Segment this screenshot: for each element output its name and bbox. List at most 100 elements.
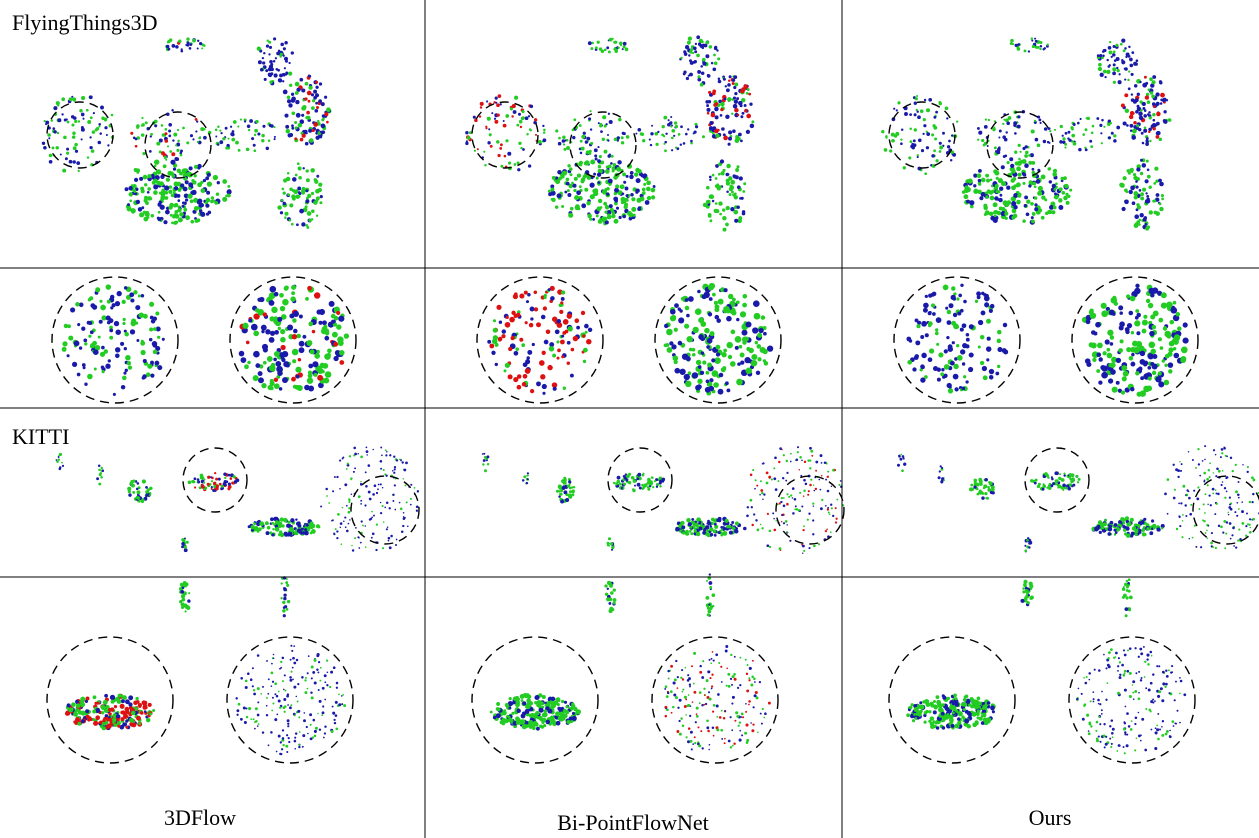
point <box>149 713 152 716</box>
point <box>81 138 83 140</box>
point <box>518 142 521 145</box>
point <box>143 175 148 180</box>
point <box>1073 142 1077 146</box>
point <box>812 502 814 504</box>
point <box>626 194 629 197</box>
point <box>604 584 607 587</box>
point <box>150 135 152 137</box>
point <box>720 102 725 107</box>
point <box>1099 54 1102 57</box>
point <box>62 169 66 173</box>
point <box>734 219 738 223</box>
point <box>767 345 773 351</box>
point <box>253 522 256 525</box>
point <box>690 532 693 535</box>
point <box>215 129 218 132</box>
point <box>117 725 120 728</box>
point <box>305 297 309 301</box>
point <box>720 526 723 529</box>
point <box>321 123 326 128</box>
point <box>201 485 205 489</box>
point <box>711 685 713 687</box>
point <box>90 345 93 348</box>
point <box>570 207 574 211</box>
point <box>292 349 299 356</box>
point <box>757 731 759 733</box>
point <box>526 300 529 303</box>
point <box>331 314 336 319</box>
point <box>637 473 641 477</box>
point <box>563 477 566 480</box>
point <box>262 125 265 128</box>
point <box>542 384 547 389</box>
point <box>157 336 160 339</box>
point <box>1077 122 1080 125</box>
point <box>365 525 367 527</box>
point <box>1036 179 1041 184</box>
point <box>184 548 188 552</box>
point <box>558 486 561 489</box>
point <box>786 460 788 462</box>
point <box>319 728 321 730</box>
point <box>78 170 80 172</box>
point <box>270 331 275 336</box>
point <box>287 99 291 103</box>
point <box>1108 136 1111 139</box>
point <box>982 366 987 371</box>
point <box>341 703 343 705</box>
point <box>268 139 271 142</box>
point <box>262 731 264 733</box>
point <box>565 710 569 714</box>
point <box>131 711 136 716</box>
point <box>1155 92 1159 96</box>
point <box>733 673 736 676</box>
point <box>392 500 394 502</box>
point <box>261 139 264 142</box>
point <box>494 118 496 120</box>
point <box>280 753 282 755</box>
point <box>994 214 997 217</box>
point <box>376 523 378 525</box>
point <box>284 705 287 708</box>
point <box>700 65 703 68</box>
point <box>607 588 609 590</box>
point <box>702 294 707 299</box>
point <box>918 138 922 142</box>
point <box>998 136 1000 138</box>
point <box>731 521 734 524</box>
point <box>1016 182 1021 187</box>
point <box>1180 357 1186 363</box>
point <box>762 499 764 501</box>
point <box>731 113 733 115</box>
point <box>732 696 735 699</box>
point <box>699 665 701 667</box>
point <box>301 527 304 530</box>
point <box>734 656 736 658</box>
point <box>729 75 732 78</box>
point <box>678 720 680 722</box>
point <box>1140 172 1143 175</box>
point <box>742 190 745 193</box>
point <box>320 667 322 669</box>
point <box>707 670 710 673</box>
point <box>266 44 269 47</box>
point <box>1091 343 1097 349</box>
point <box>790 494 792 496</box>
point <box>220 132 222 134</box>
point <box>1144 361 1149 366</box>
point <box>555 711 560 716</box>
point <box>597 181 600 184</box>
point <box>525 368 531 374</box>
point <box>284 605 287 608</box>
point <box>583 348 588 353</box>
point <box>144 183 147 186</box>
point <box>999 130 1002 133</box>
point <box>244 120 246 122</box>
point <box>813 505 814 506</box>
point <box>183 187 188 192</box>
point <box>759 494 761 496</box>
point <box>346 505 348 507</box>
point <box>106 284 112 290</box>
point <box>181 602 185 606</box>
point <box>623 475 626 478</box>
